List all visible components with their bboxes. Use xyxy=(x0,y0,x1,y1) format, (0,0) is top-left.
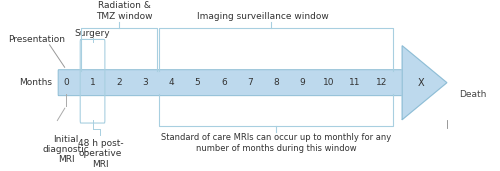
Polygon shape xyxy=(402,46,447,120)
Text: 10: 10 xyxy=(323,78,334,87)
Text: 1: 1 xyxy=(90,78,96,87)
Text: Presentation: Presentation xyxy=(8,35,66,44)
Text: 12: 12 xyxy=(376,78,387,87)
Text: 8: 8 xyxy=(274,78,279,87)
Text: 9: 9 xyxy=(300,78,306,87)
Text: Surgery: Surgery xyxy=(74,29,110,38)
Text: Standard of care MRIs can occur up to monthly for any
number of months during th: Standard of care MRIs can occur up to mo… xyxy=(161,133,392,153)
Text: 2: 2 xyxy=(116,78,121,87)
Text: 4: 4 xyxy=(168,78,174,87)
Text: 48 h post-
operative
MRI: 48 h post- operative MRI xyxy=(78,139,123,169)
Text: X: X xyxy=(418,78,424,88)
Text: 3: 3 xyxy=(142,78,148,87)
Text: Imaging surveillance window: Imaging surveillance window xyxy=(197,12,329,21)
FancyBboxPatch shape xyxy=(58,70,402,96)
Text: 11: 11 xyxy=(349,78,360,87)
Text: 0: 0 xyxy=(64,78,69,87)
Text: 6: 6 xyxy=(221,78,226,87)
Text: Radiation &
TMZ window: Radiation & TMZ window xyxy=(96,1,152,21)
Text: 7: 7 xyxy=(247,78,253,87)
Text: Death: Death xyxy=(460,90,487,99)
Text: Months: Months xyxy=(19,78,52,87)
Text: 5: 5 xyxy=(194,78,200,87)
Text: Initial
diagnostic
MRI: Initial diagnostic MRI xyxy=(42,135,90,164)
